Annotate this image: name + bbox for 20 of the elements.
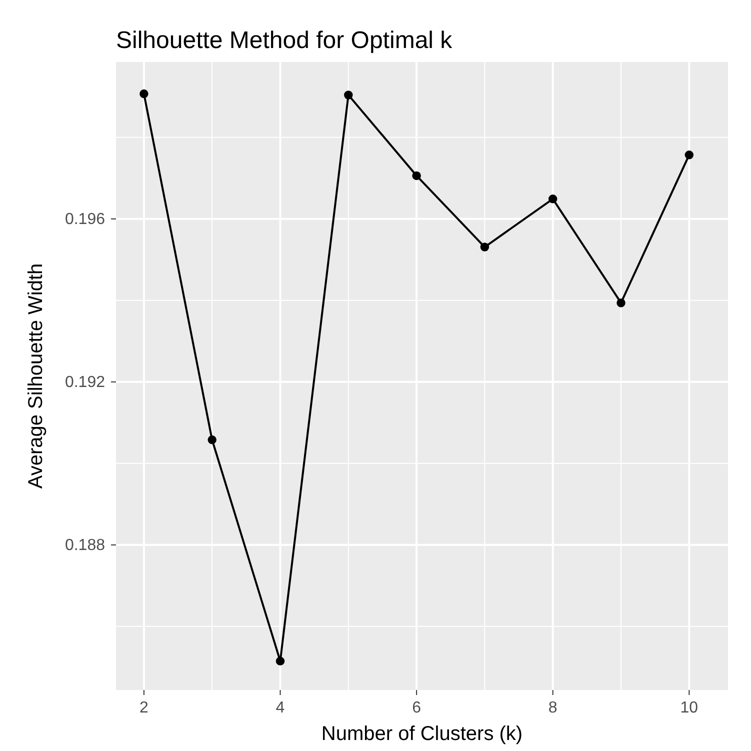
y-tick-label: 0.188: [64, 537, 106, 554]
x-tick-label: 2: [139, 699, 148, 716]
y-tick-label: 0.192: [64, 374, 106, 392]
point: [684, 150, 694, 160]
x-tick-label: 10: [680, 699, 698, 716]
point: [616, 298, 626, 308]
y-axis-title: Average Silhouette Width: [25, 263, 47, 489]
x-axis-title: Number of Clusters (k): [321, 723, 523, 745]
point: [140, 89, 148, 98]
point: [412, 171, 421, 180]
x-tick-label: 8: [548, 699, 558, 716]
x-tick-label: 4: [276, 699, 285, 716]
point: [276, 656, 285, 666]
point: [548, 194, 558, 204]
point: [208, 435, 216, 444]
x-tick-label: 6: [412, 699, 422, 716]
point: [480, 242, 490, 252]
point: [344, 90, 353, 100]
chart-title: Silhouette Method for Optimal k: [116, 27, 454, 54]
y-tick-label: 0.196: [64, 211, 106, 228]
